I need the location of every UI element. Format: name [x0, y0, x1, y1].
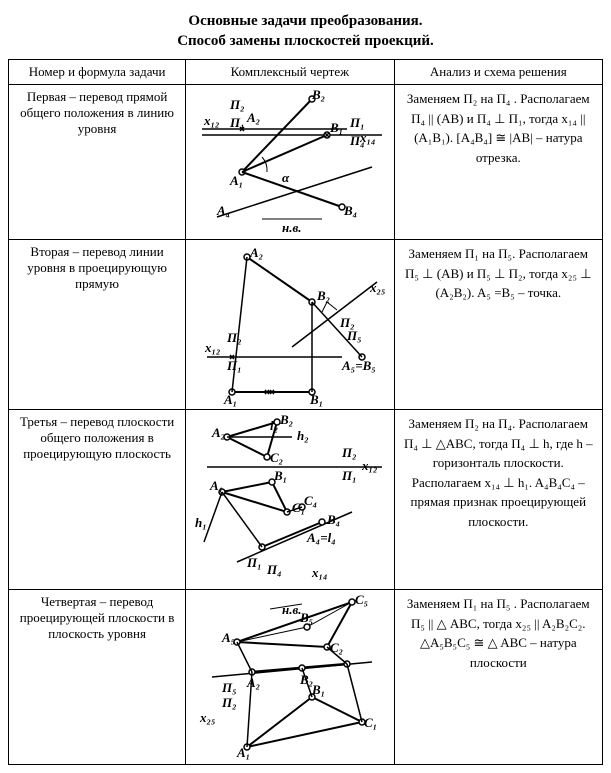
table-row: Вторая – перевод линии уровня в проециру… [9, 240, 603, 410]
svg-text:П₁: П₁ [349, 115, 365, 130]
header-row: Номер и формула задачи Комплексный черте… [9, 60, 603, 85]
svg-text:x₂₅: x₂₅ [369, 280, 386, 295]
page-title: Основные задачи преобразования. Способ з… [8, 12, 603, 51]
svg-text:C₂: C₂ [330, 640, 343, 655]
header-c2: Комплексный чертеж [186, 60, 394, 85]
svg-text:C₂: C₂ [270, 450, 283, 465]
formula-cell: Третья – перевод плоскости общего положе… [9, 410, 186, 590]
svg-text:B₂: B₂ [311, 87, 325, 102]
svg-text:A₂: A₂ [211, 425, 225, 440]
svg-text:B₄: B₄ [343, 203, 357, 218]
table-row: Первая – перевод прямой общего положения… [9, 85, 603, 240]
svg-text:x₁₄: x₁₄ [311, 565, 328, 580]
svg-text:П₁: П₁ [226, 358, 242, 373]
svg-text:B₂: B₂ [279, 412, 293, 427]
svg-text:α: α [282, 170, 290, 185]
svg-text:x₁₂: x₁₂ [361, 458, 378, 473]
svg-text:A₂: A₂ [246, 675, 260, 690]
header-c1: Номер и формула задачи [9, 60, 186, 85]
svg-text:A₅: A₅ [221, 630, 235, 645]
svg-text:П₁: П₁ [341, 468, 357, 483]
svg-text:h₂: h₂ [297, 428, 309, 443]
svg-text:C₄: C₄ [304, 493, 317, 508]
svg-text:A₂: A₂ [246, 110, 260, 125]
svg-text:П₂: П₂ [229, 97, 245, 112]
formula-cell: Четвертая – перевод проецирующей плоскос… [9, 590, 186, 765]
svg-text:B₄: B₄ [326, 512, 340, 527]
svg-text:A₄=l₄: A₄=l₄ [306, 530, 336, 545]
svg-text:П₄: П₄ [349, 133, 365, 148]
drawing-cell: A₂ B₂ x₁₂ П₂П₁ A₁B₁ П₂П₅ x₂₅ A₅=B₅ [186, 240, 394, 410]
svg-text:h₁: h₁ [195, 515, 207, 530]
formula-cell: Вторая – перевод линии уровня в проециру… [9, 240, 186, 410]
svg-text:x₁₂: x₁₂ [203, 113, 220, 128]
svg-text:A₂: A₂ [249, 245, 263, 260]
svg-text:B₁: B₁ [273, 468, 287, 483]
svg-text:B₁: B₁ [309, 392, 323, 407]
svg-text:x₁₂: x₁₂ [204, 340, 221, 355]
svg-text:A₁: A₁ [229, 173, 243, 188]
analysis-cell: Заменяем П₂ на П₄ . Располагаем П₄ || (A… [394, 85, 602, 240]
svg-text:B₁: B₁ [329, 120, 343, 135]
title-line2: Способ замены плоскостей проекций. [177, 33, 434, 49]
svg-text:l₂: l₂ [270, 418, 278, 433]
svg-text:П₄: П₄ [266, 562, 282, 577]
svg-text:x₂₅: x₂₅ [199, 710, 216, 725]
svg-text:н.в.: н.в. [282, 220, 302, 235]
svg-text:П₂: П₂ [226, 330, 242, 345]
svg-text:B₂: B₂ [316, 288, 330, 303]
table-row: Четвертая – перевод проецирующей плоскос… [9, 590, 603, 765]
analysis-cell: Заменяем П₂ на П₄. Располагаем П₄ ⊥ △ABC… [394, 410, 602, 590]
main-table: Номер и формула задачи Комплексный черте… [8, 59, 603, 765]
drawing-cell: П₂П₁ x₁₂ B₂B₁ A₁A₂ П₁x₁₄ П₄ A₄B₄ α н.в. [186, 85, 394, 240]
svg-text:A₁: A₁ [223, 392, 237, 407]
svg-text:П₁: П₁ [246, 555, 262, 570]
svg-text:A₅=B₅: A₅=B₅ [341, 358, 376, 373]
formula-cell: Первая – перевод прямой общего положения… [9, 85, 186, 240]
svg-text:B₁: B₁ [311, 682, 325, 697]
svg-text:П₅: П₅ [221, 680, 237, 695]
svg-text:C₅: C₅ [355, 592, 368, 607]
drawing-cell: A₂B₂C₂ l₂h₂ П₂x₁₂П₁ A₁B₁C₁ h₁ C₄ A₄=l₄ П… [186, 410, 394, 590]
svg-text:П₂: П₂ [341, 445, 357, 460]
svg-text:A₁: A₁ [209, 478, 223, 493]
title-line1: Основные задачи преобразования. [188, 13, 422, 29]
table-row: Третья – перевод плоскости общего положе… [9, 410, 603, 590]
svg-text:П₁: П₁ [229, 115, 245, 130]
svg-text:П₂: П₂ [221, 695, 237, 710]
svg-text:C₁: C₁ [364, 715, 377, 730]
svg-text:П₅: П₅ [346, 328, 362, 343]
drawing-cell: A₅B₅C₅ C₂ н.в. A₂B₂ П₅П₂ x₂₅ A₁B₁C₁ [186, 590, 394, 765]
svg-text:A₄: A₄ [216, 203, 230, 218]
analysis-cell: Заменяем П₁ на П₅ . Располагаем П₅ || △ … [394, 590, 602, 765]
analysis-cell: Заменяем П₁ на П₅. Располагаем П₅ ⊥ (AB)… [394, 240, 602, 410]
header-c3: Анализ и схема решения [394, 60, 602, 85]
